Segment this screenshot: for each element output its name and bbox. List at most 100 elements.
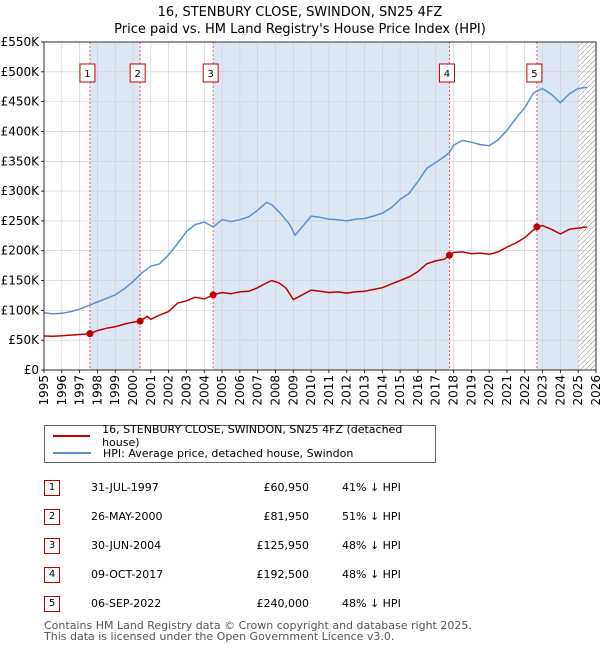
x-tick-label: 1997 — [73, 375, 87, 406]
x-tick-label: 2015 — [393, 375, 407, 406]
sale-point — [533, 223, 541, 231]
y-tick-label: £250K — [1, 214, 41, 228]
y-tick-label: £350K — [1, 154, 41, 168]
legend-swatch-hpi — [53, 452, 91, 454]
x-tick-label: 2020 — [482, 375, 496, 406]
table-row: 5 06-SEP-2022 £240,000 48% ↓ HPI — [44, 589, 401, 618]
sale-label-box — [129, 63, 146, 83]
y-tick-label: £50K — [8, 333, 40, 347]
sale-number-badge: 2 — [44, 508, 60, 525]
sale-date: 06-SEP-2022 — [91, 597, 162, 610]
sale-point — [209, 291, 217, 299]
y-tick-label: £100K — [1, 303, 41, 317]
ownership-shade — [213, 42, 450, 370]
x-tick-label: 2010 — [304, 375, 318, 406]
x-tick-label: 2012 — [340, 375, 354, 406]
x-tick-label: 2024 — [553, 375, 567, 406]
footer: Contains HM Land Registry data © Crown c… — [44, 620, 472, 642]
sale-number-badge: 1 — [44, 479, 60, 496]
chart-title: 16, STENBURY CLOSE, SWINDON, SN25 4FZ — [157, 5, 443, 20]
chart-subtitle: Price paid vs. HM Land Registry's House … — [114, 22, 486, 37]
y-tick-label: £0 — [24, 363, 39, 377]
x-tick-label: 2006 — [233, 375, 247, 406]
sale-label-number: 2 — [134, 69, 140, 80]
x-tick-label: 2002 — [162, 375, 176, 406]
legend-label-price: 16, STENBURY CLOSE, SWINDON, SN25 4FZ (d… — [102, 423, 403, 449]
legend: 16, STENBURY CLOSE, SWINDON, SN25 4FZ (d… — [44, 423, 436, 463]
x-tick-label: 2009 — [286, 375, 300, 406]
sale-label-number: 1 — [84, 69, 90, 80]
forecast-hatch — [578, 42, 596, 370]
transactions-table: 1 31-JUL-1997 £60,950 41% ↓ HPI 2 26-MAY… — [44, 473, 401, 618]
x-tick-label: 1999 — [108, 375, 122, 406]
hpi-line — [43, 86, 588, 315]
footer-license: This data is licensed under the Open Gov… — [44, 630, 395, 643]
footer-copyright: Contains HM Land Registry data © Crown c… — [44, 619, 472, 632]
sale-hpi-diff: 41% ↓ HPI — [342, 481, 401, 494]
x-tick-label: 1995 — [37, 375, 51, 406]
sale-hpi-diff: 48% ↓ HPI — [342, 539, 401, 552]
y-tick-label: £550K — [1, 35, 41, 49]
sale-number-badge: 5 — [44, 595, 60, 612]
y-tick-label: £500K — [1, 65, 41, 79]
sale-date: 31-JUL-1997 — [91, 481, 159, 494]
sale-point — [136, 317, 144, 325]
sale-hpi-diff: 51% ↓ HPI — [342, 510, 401, 523]
sale-point — [445, 251, 453, 259]
x-tick-label: 2017 — [429, 375, 443, 406]
x-tick-label: 2003 — [179, 375, 193, 406]
sale-price: £81,950 — [263, 510, 310, 523]
sale-number-badge: 4 — [44, 566, 60, 583]
sale-label-box — [79, 63, 96, 83]
x-tick-label: 2025 — [571, 375, 585, 406]
sale-point — [86, 330, 94, 338]
x-tick-label: 2023 — [536, 375, 550, 406]
x-tick-label: 2013 — [358, 375, 372, 406]
y-tick-label: £400K — [1, 124, 41, 138]
sale-price: £125,950 — [256, 539, 310, 552]
x-tick-label: 1996 — [55, 375, 69, 406]
x-tick-label: 2004 — [197, 375, 211, 406]
sale-price: £240,000 — [256, 597, 310, 610]
x-tick-label: 2014 — [375, 375, 389, 406]
x-tick-label: 2001 — [144, 375, 158, 406]
legend-item-hpi: HPI: Average price, detached house, Swin… — [53, 445, 353, 461]
x-tick-label: 1998 — [90, 375, 104, 406]
plot-frame — [43, 41, 597, 371]
sale-hpi-diff: 48% ↓ HPI — [342, 597, 401, 610]
x-tick-label: 2007 — [251, 375, 265, 406]
x-tick-label: 2008 — [268, 375, 282, 406]
x-tick-label: 2022 — [518, 375, 532, 406]
table-row: 1 31-JUL-1997 £60,950 41% ↓ HPI — [44, 473, 401, 502]
price-chart: 1 2 3 4 5 £0 £50K £100K £150K £200K £250K £300K £35… — [1, 35, 600, 406]
y-tick-label: £200K — [1, 244, 41, 258]
sale-label-number: 3 — [207, 69, 213, 80]
sale-label-box — [438, 63, 455, 83]
sale-number-badge: 3 — [44, 537, 60, 554]
y-tick-label: £150K — [1, 274, 41, 288]
y-tick-label: £300K — [1, 184, 41, 198]
sale-label-box — [202, 63, 219, 83]
x-tick-label: 2000 — [126, 375, 140, 406]
x-tick-label: 2021 — [500, 375, 514, 406]
x-tick-label: 2019 — [464, 375, 478, 406]
sale-date: 30-JUN-2004 — [91, 539, 162, 552]
sale-hpi-diff: 48% ↓ HPI — [342, 568, 401, 581]
x-tick-label: 2026 — [589, 375, 600, 406]
legend-label-hpi: HPI: Average price, detached house, Swin… — [103, 446, 354, 460]
sale-date: 09-OCT-2017 — [91, 568, 164, 581]
sale-date: 26-MAY-2000 — [91, 510, 163, 523]
x-tick-label: 2016 — [411, 375, 425, 406]
sale-label-number: 5 — [531, 69, 537, 80]
legend-item-price: 16, STENBURY CLOSE, SWINDON, SN25 4FZ (d… — [53, 423, 435, 449]
sale-price: £192,500 — [256, 568, 310, 581]
sale-label-box — [526, 63, 543, 83]
table-row: 4 09-OCT-2017 £192,500 48% ↓ HPI — [44, 560, 401, 589]
ownership-shade — [536, 42, 579, 370]
sale-price: £60,950 — [263, 481, 310, 494]
table-row: 3 30-JUN-2004 £125,950 48% ↓ HPI — [44, 531, 401, 560]
legend-swatch-price — [53, 435, 91, 437]
y-tick-label: £450K — [1, 95, 41, 109]
x-tick-label: 2018 — [447, 375, 461, 406]
sale-label-number: 4 — [444, 69, 450, 80]
